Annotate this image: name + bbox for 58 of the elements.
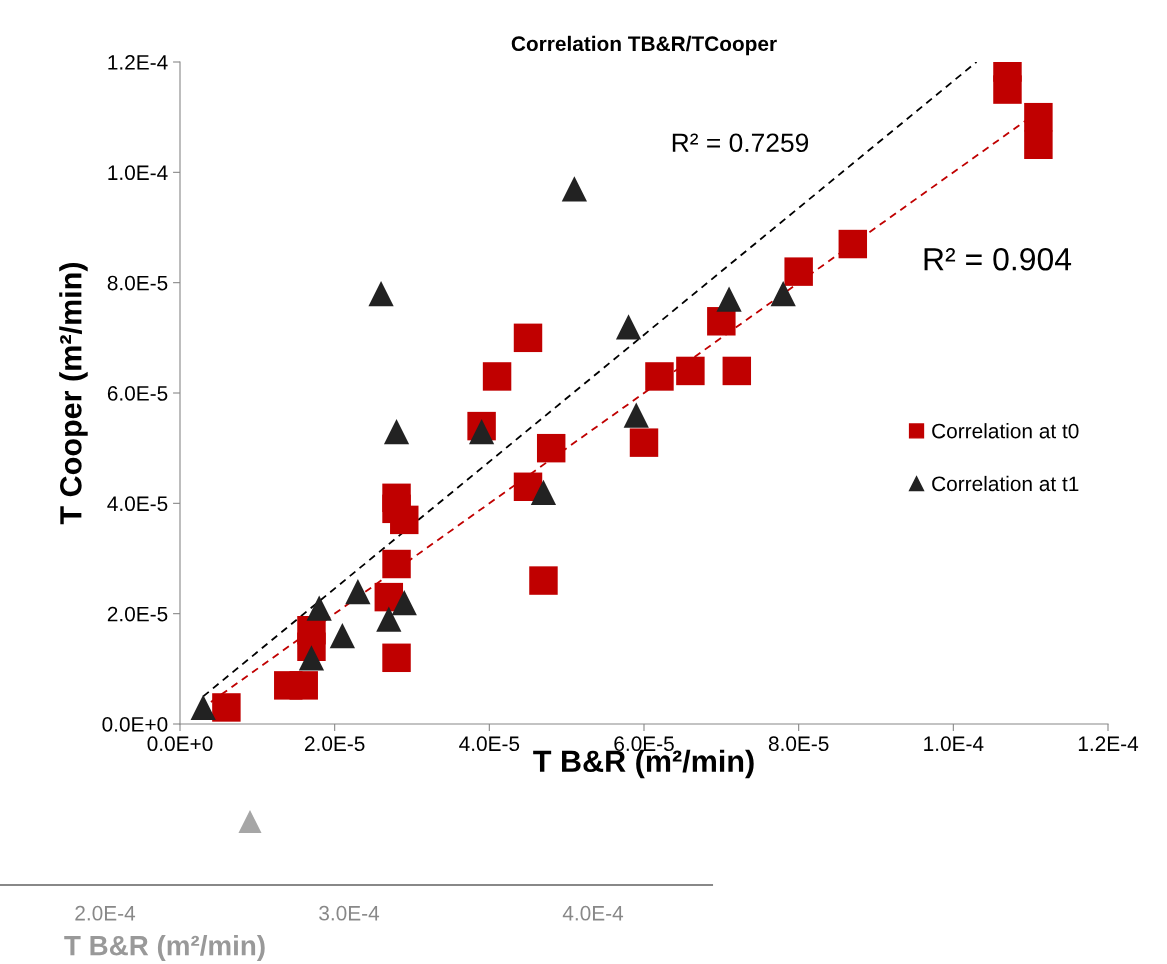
point [376, 606, 402, 632]
x-tick-label: 1.0E-4 [924, 736, 984, 752]
x-tick-label: 2.0E-5 [305, 736, 365, 752]
point [329, 623, 356, 649]
point [383, 419, 410, 445]
point [1024, 102, 1053, 132]
point [190, 694, 216, 721]
point [561, 176, 588, 202]
text: 3.0E-4 [319, 905, 380, 921]
point [513, 323, 543, 353]
point [306, 595, 332, 621]
annotation: R² = 0.7259 [672, 133, 809, 153]
point [716, 286, 742, 312]
text: 2.0E-4 [75, 905, 136, 921]
point [645, 362, 674, 391]
point [1024, 130, 1053, 159]
y-tick-label: 0.0E+0 [102, 717, 168, 732]
point [289, 671, 318, 700]
point [676, 356, 705, 386]
x-tick-label: 8.0E-5 [768, 736, 829, 752]
point [212, 693, 241, 722]
x-tick-label: 1.2E-4 [1078, 736, 1139, 751]
y-tick-label: 1.2E-4 [108, 55, 168, 70]
point [482, 362, 512, 391]
x-tick-label: 0.0E+0 [147, 736, 213, 752]
point [770, 281, 796, 307]
text: 4.0E-4 [562, 905, 624, 921]
point [391, 590, 417, 616]
point [784, 257, 813, 286]
y-tick-label: 2.0E-5 [107, 606, 168, 622]
point [530, 479, 557, 505]
text: T B&R (m²/min) [64, 935, 265, 961]
annotation: R² = 0.904 [924, 247, 1072, 271]
x-tick-label: 6.0E-5 [614, 736, 674, 752]
y-tick-label: 1.0E-4 [108, 165, 168, 181]
point [468, 419, 495, 445]
point [615, 314, 642, 340]
point [529, 566, 558, 595]
point [629, 428, 659, 457]
point [382, 643, 411, 673]
y-tick-label: 6.0E-5 [107, 386, 168, 401]
y-tick-label: 8.0E-5 [107, 275, 168, 291]
point [368, 281, 394, 307]
point [623, 402, 649, 428]
legend-label: Correlation at t0 [932, 423, 1079, 439]
chart-title: Correlation TB&R/TCooper [511, 35, 777, 56]
point [390, 505, 419, 535]
point [838, 229, 868, 259]
point [345, 578, 371, 605]
point [382, 549, 411, 579]
y-axis-title: T Cooper (m²/min) [59, 262, 88, 525]
y-tick-label: 4.0E-5 [107, 496, 168, 512]
legend-label: Correlation at t1 [932, 475, 1079, 492]
point [993, 75, 1022, 104]
point [722, 356, 752, 386]
point [298, 645, 325, 671]
point [536, 433, 566, 463]
x-tick-label: 4.0E-5 [459, 736, 520, 752]
